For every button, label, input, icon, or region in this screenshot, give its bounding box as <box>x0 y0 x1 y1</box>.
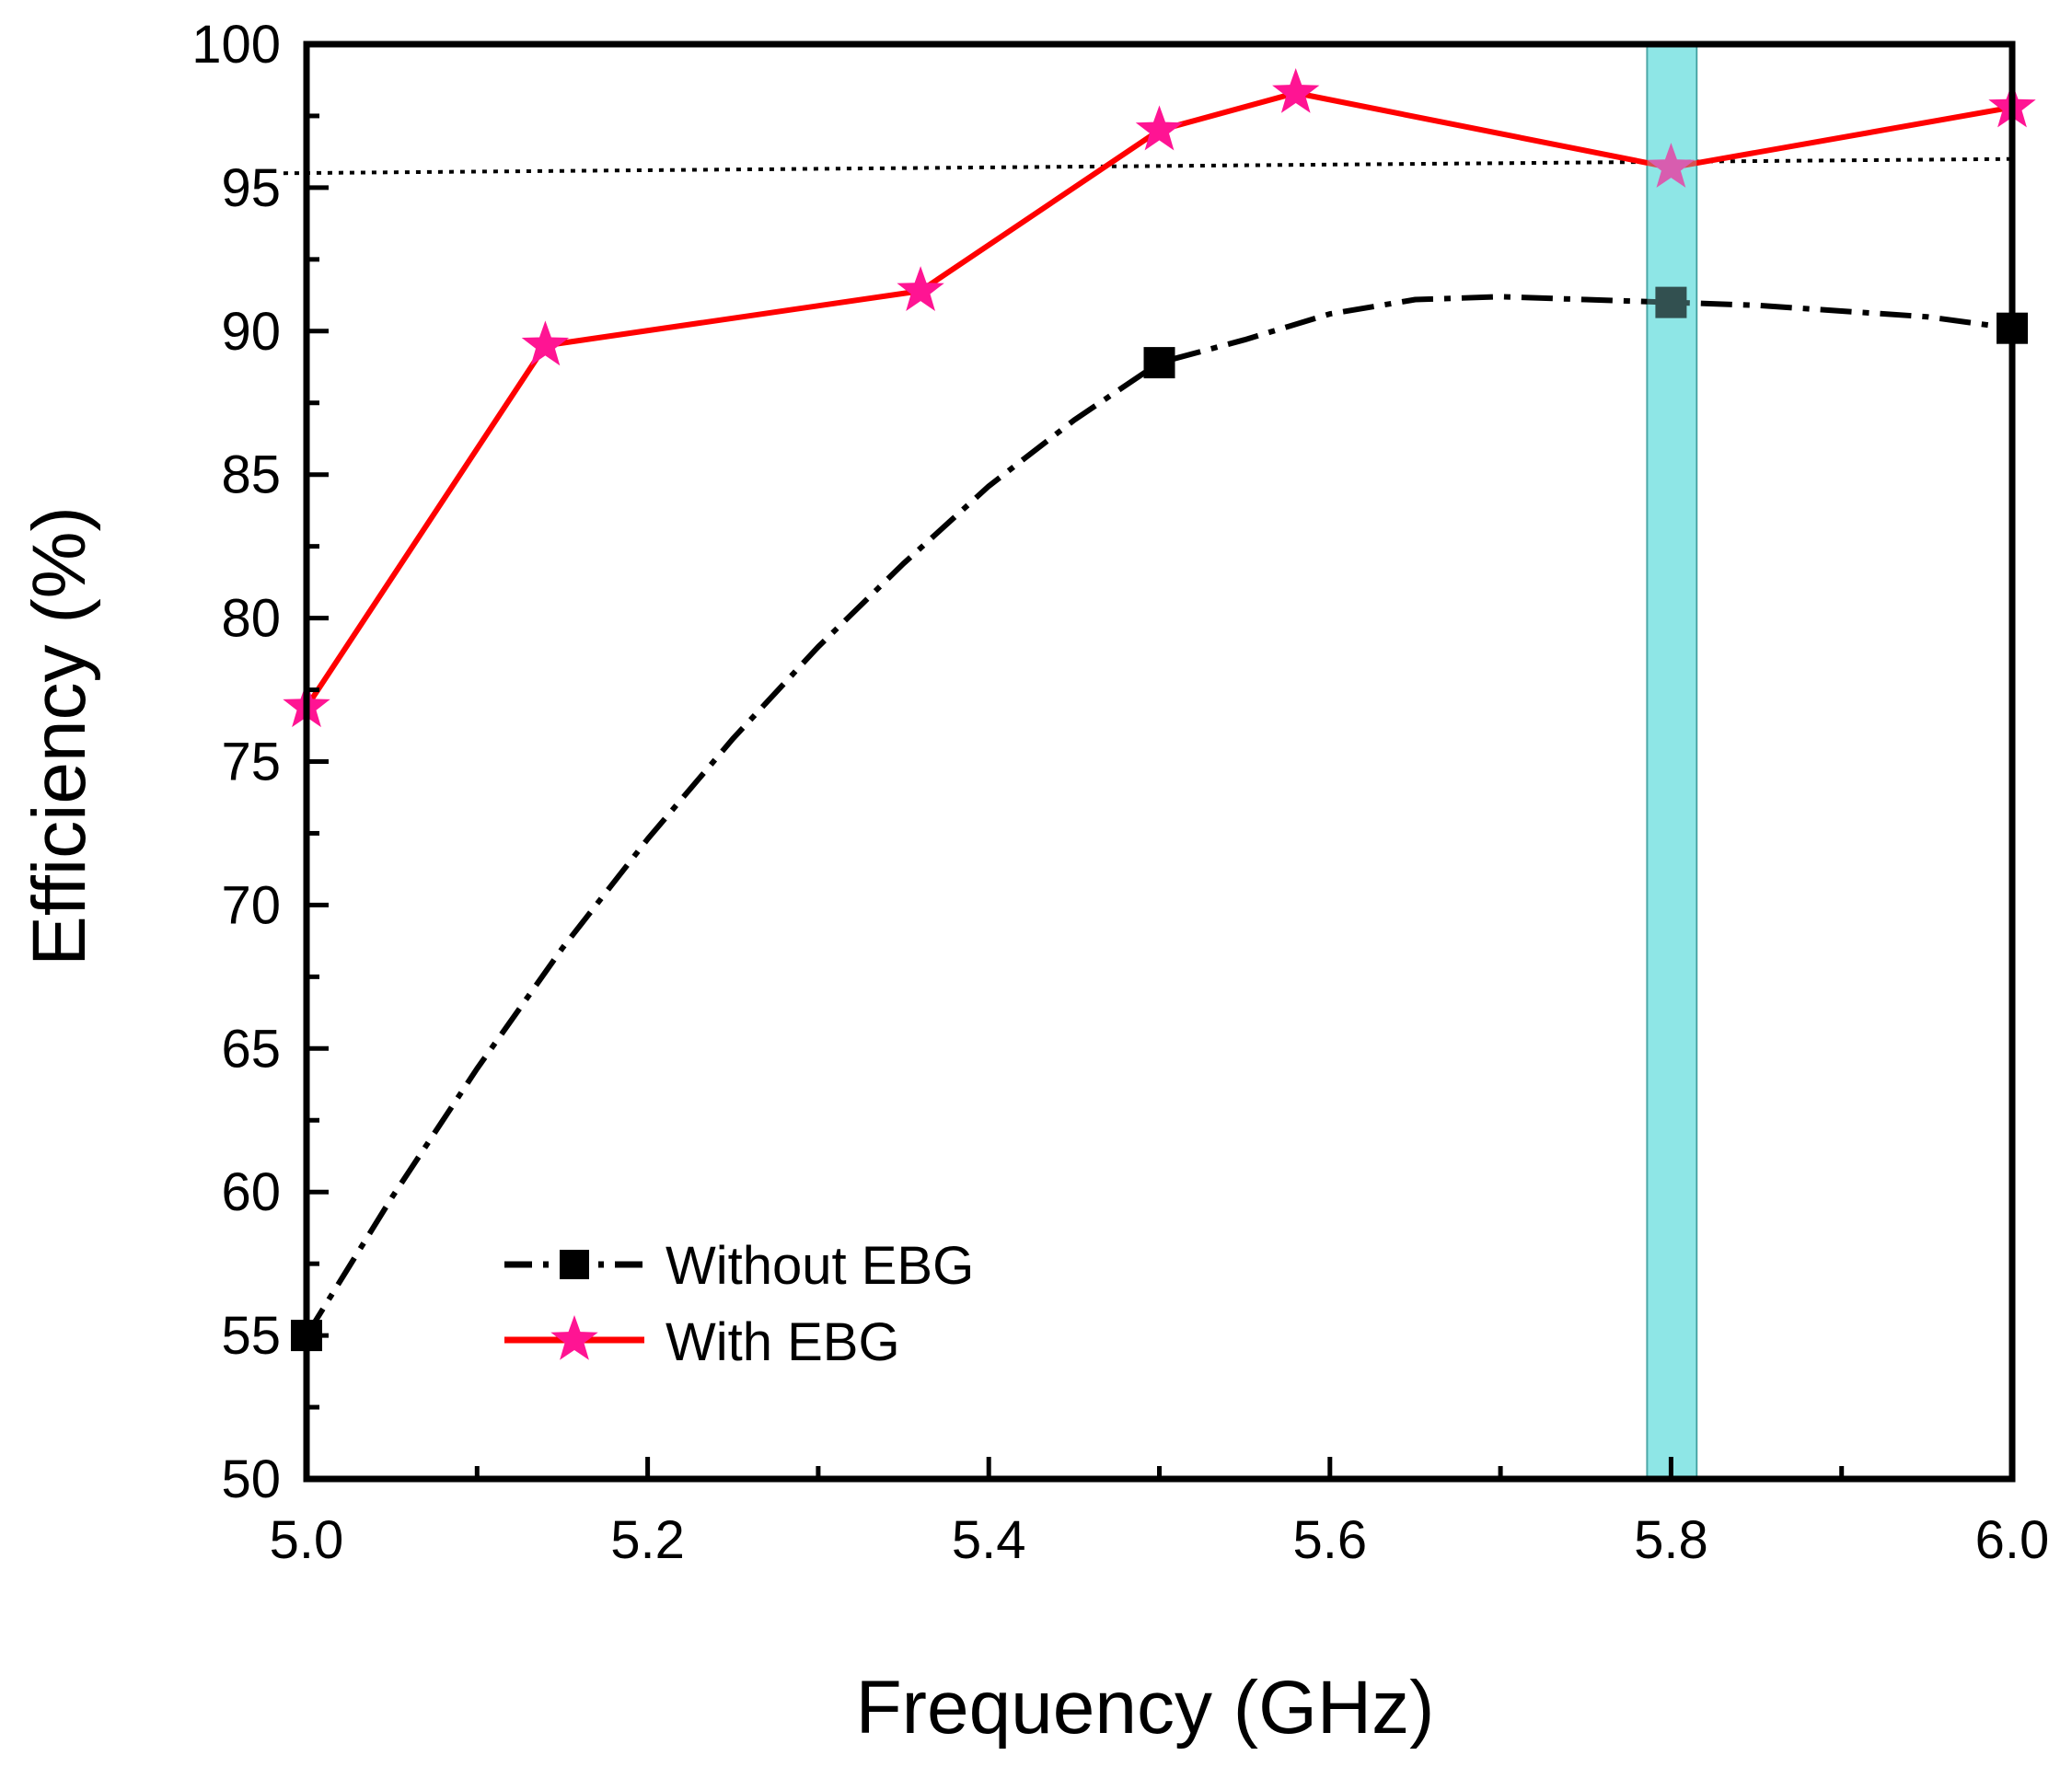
highlight-band-overlay <box>1647 44 1697 1479</box>
legend-label-with-ebg: With EBG <box>666 1312 900 1372</box>
y-tick-label-9: 95 <box>221 158 281 218</box>
legend-marker-without-ebg <box>560 1250 589 1279</box>
y-tick-label-1: 55 <box>221 1306 281 1366</box>
y-tick-label-8: 90 <box>221 302 281 362</box>
y-tick-label-3: 65 <box>221 1019 281 1079</box>
axes: 5.0 5.2 5.4 5.6 5.8 6.0 50 55 60 65 70 75 80 85 90 95 10… <box>191 15 2049 1570</box>
legend: Without EBG With EBG <box>504 1236 974 1372</box>
y-tick-label-7: 85 <box>221 445 281 505</box>
marker-with-ebg-5 <box>1647 143 1696 188</box>
x-tick-label-2: 5.4 <box>952 1510 1026 1570</box>
marker-with-ebg-1 <box>521 320 570 366</box>
highlight-band <box>1646 43 1698 1480</box>
plot-area <box>279 43 2036 1480</box>
legend-marker-with-ebg <box>550 1315 598 1360</box>
x-tick-label-1: 5.2 <box>610 1510 685 1570</box>
y-axis-title: Efficiency (%) <box>17 506 101 966</box>
y-tick-label-2: 60 <box>221 1162 281 1222</box>
plot-layer <box>279 43 2036 1480</box>
marker-with-ebg-3 <box>1135 105 1184 151</box>
marker-with-ebg-4 <box>1272 68 1320 113</box>
y-tick-label-10: 100 <box>191 15 281 75</box>
y-tick-label-5: 75 <box>221 733 281 792</box>
x-axis-title: Frequency (GHz) <box>856 1666 1435 1750</box>
y-tick-label-0: 50 <box>221 1449 281 1509</box>
marker-without-ebg-2 <box>1655 286 1687 318</box>
marker-without-ebg-1 <box>1143 347 1175 379</box>
legend-item-with-ebg: With EBG <box>504 1312 900 1372</box>
x-tick-label-4: 5.8 <box>1634 1510 1708 1570</box>
x-tick-label-3: 5.6 <box>1292 1510 1367 1570</box>
x-tick-label-5: 6.0 <box>1975 1510 2050 1570</box>
legend-label-without-ebg: Without EBG <box>666 1236 974 1296</box>
legend-item-without-ebg: Without EBG <box>504 1236 974 1296</box>
x-tick-label-0: 5.0 <box>270 1510 344 1570</box>
y-tick-label-6: 80 <box>221 589 281 649</box>
y-tick-label-4: 70 <box>221 875 281 935</box>
marker-with-ebg-2 <box>897 266 944 311</box>
